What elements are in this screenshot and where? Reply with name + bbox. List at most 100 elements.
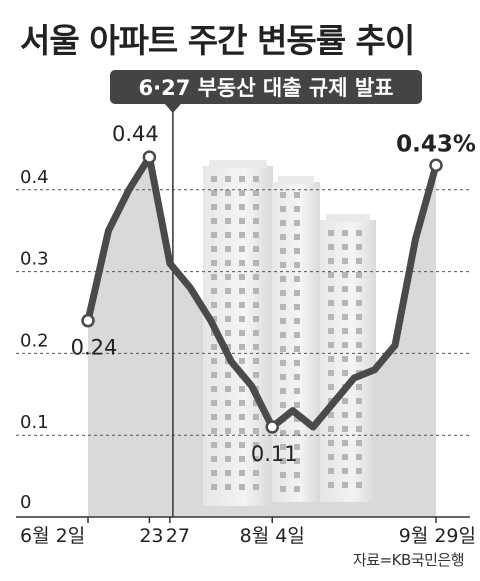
building-window bbox=[211, 344, 217, 350]
building-window bbox=[280, 220, 286, 226]
building-window bbox=[342, 412, 348, 418]
building-window bbox=[280, 458, 286, 464]
building-window bbox=[294, 416, 300, 422]
building-window bbox=[294, 234, 300, 240]
apartment-buildings-illustration bbox=[203, 160, 376, 506]
building-window bbox=[280, 318, 286, 324]
y-tick-label: 0.4 bbox=[20, 167, 49, 188]
building-window bbox=[294, 388, 300, 394]
building-window bbox=[294, 290, 300, 296]
building-window bbox=[211, 400, 217, 406]
building-window bbox=[356, 328, 362, 334]
building-window bbox=[328, 272, 334, 278]
building-window bbox=[294, 472, 300, 478]
building-window bbox=[225, 260, 231, 266]
building-window bbox=[328, 230, 334, 236]
data-label: 0.11 bbox=[251, 442, 298, 466]
building-window bbox=[342, 286, 348, 292]
building-window bbox=[356, 356, 362, 362]
y-tick-label: 0.1 bbox=[20, 412, 49, 433]
building-window bbox=[280, 388, 286, 394]
building-window bbox=[253, 470, 259, 476]
building-window bbox=[225, 218, 231, 224]
building-window bbox=[328, 468, 334, 474]
source-note: 자료=KB국민은행 bbox=[353, 551, 465, 569]
building-window bbox=[225, 428, 231, 434]
building-window bbox=[253, 204, 259, 210]
building-window bbox=[328, 258, 334, 264]
building-window bbox=[294, 220, 300, 226]
building-window bbox=[280, 206, 286, 212]
building-window bbox=[211, 316, 217, 322]
data-marker bbox=[81, 313, 95, 328]
building-window bbox=[253, 372, 259, 378]
building-window bbox=[253, 260, 259, 266]
building-window bbox=[239, 484, 245, 490]
building-window bbox=[211, 386, 217, 392]
building-window bbox=[253, 330, 259, 336]
building-window bbox=[356, 230, 362, 236]
building-window bbox=[225, 330, 231, 336]
building-window bbox=[239, 344, 245, 350]
data-label: 0.24 bbox=[71, 336, 118, 360]
building-window bbox=[211, 204, 217, 210]
building-window bbox=[328, 440, 334, 446]
building-window bbox=[356, 244, 362, 250]
building-window bbox=[280, 234, 286, 240]
building-window bbox=[211, 232, 217, 238]
building-window bbox=[328, 454, 334, 460]
building-window bbox=[225, 246, 231, 252]
chart-title: 서울 아파트 주간 변동률 추이 bbox=[20, 21, 415, 60]
building-window bbox=[239, 176, 245, 182]
data-marker bbox=[265, 420, 279, 434]
building-window bbox=[328, 426, 334, 432]
building-window bbox=[211, 428, 217, 434]
building-window bbox=[211, 274, 217, 280]
building-window bbox=[253, 246, 259, 252]
building-window bbox=[239, 330, 245, 336]
building-window bbox=[280, 346, 286, 352]
building-window bbox=[342, 454, 348, 460]
building-window bbox=[253, 190, 259, 196]
building-window bbox=[280, 290, 286, 296]
building-window bbox=[294, 430, 300, 436]
building-window bbox=[356, 258, 362, 264]
annotation-pointer bbox=[164, 104, 181, 113]
building-window bbox=[356, 482, 362, 488]
building-window bbox=[328, 300, 334, 306]
data-label: 0.44 bbox=[112, 122, 159, 146]
building-window bbox=[342, 272, 348, 278]
building-window bbox=[211, 484, 217, 490]
building-window bbox=[294, 402, 300, 408]
building-window bbox=[356, 300, 362, 306]
building-window bbox=[294, 304, 300, 310]
building-window bbox=[342, 328, 348, 334]
building-roof bbox=[278, 176, 314, 184]
building-window bbox=[239, 442, 245, 448]
building-window bbox=[225, 190, 231, 196]
building-window bbox=[280, 430, 286, 436]
building-window bbox=[280, 192, 286, 198]
building-window bbox=[225, 400, 231, 406]
building-window bbox=[239, 260, 245, 266]
building-window bbox=[211, 218, 217, 224]
building-window bbox=[239, 302, 245, 308]
building-window bbox=[280, 374, 286, 380]
building-window bbox=[342, 300, 348, 306]
building-window bbox=[253, 218, 259, 224]
annotation-text: 6·27 부동산 대출 규제 발표 bbox=[139, 76, 394, 100]
building-window bbox=[253, 442, 259, 448]
building-window bbox=[294, 206, 300, 212]
building-window bbox=[280, 444, 286, 450]
building-window bbox=[225, 302, 231, 308]
building-window bbox=[356, 272, 362, 278]
building-window bbox=[253, 414, 259, 420]
building-window bbox=[239, 400, 245, 406]
building-window bbox=[253, 288, 259, 294]
building-window bbox=[211, 442, 217, 448]
x-tick-label: 27 bbox=[166, 525, 190, 547]
building-window bbox=[225, 456, 231, 462]
building-window bbox=[253, 302, 259, 308]
building-window bbox=[294, 346, 300, 352]
building-window bbox=[356, 384, 362, 390]
